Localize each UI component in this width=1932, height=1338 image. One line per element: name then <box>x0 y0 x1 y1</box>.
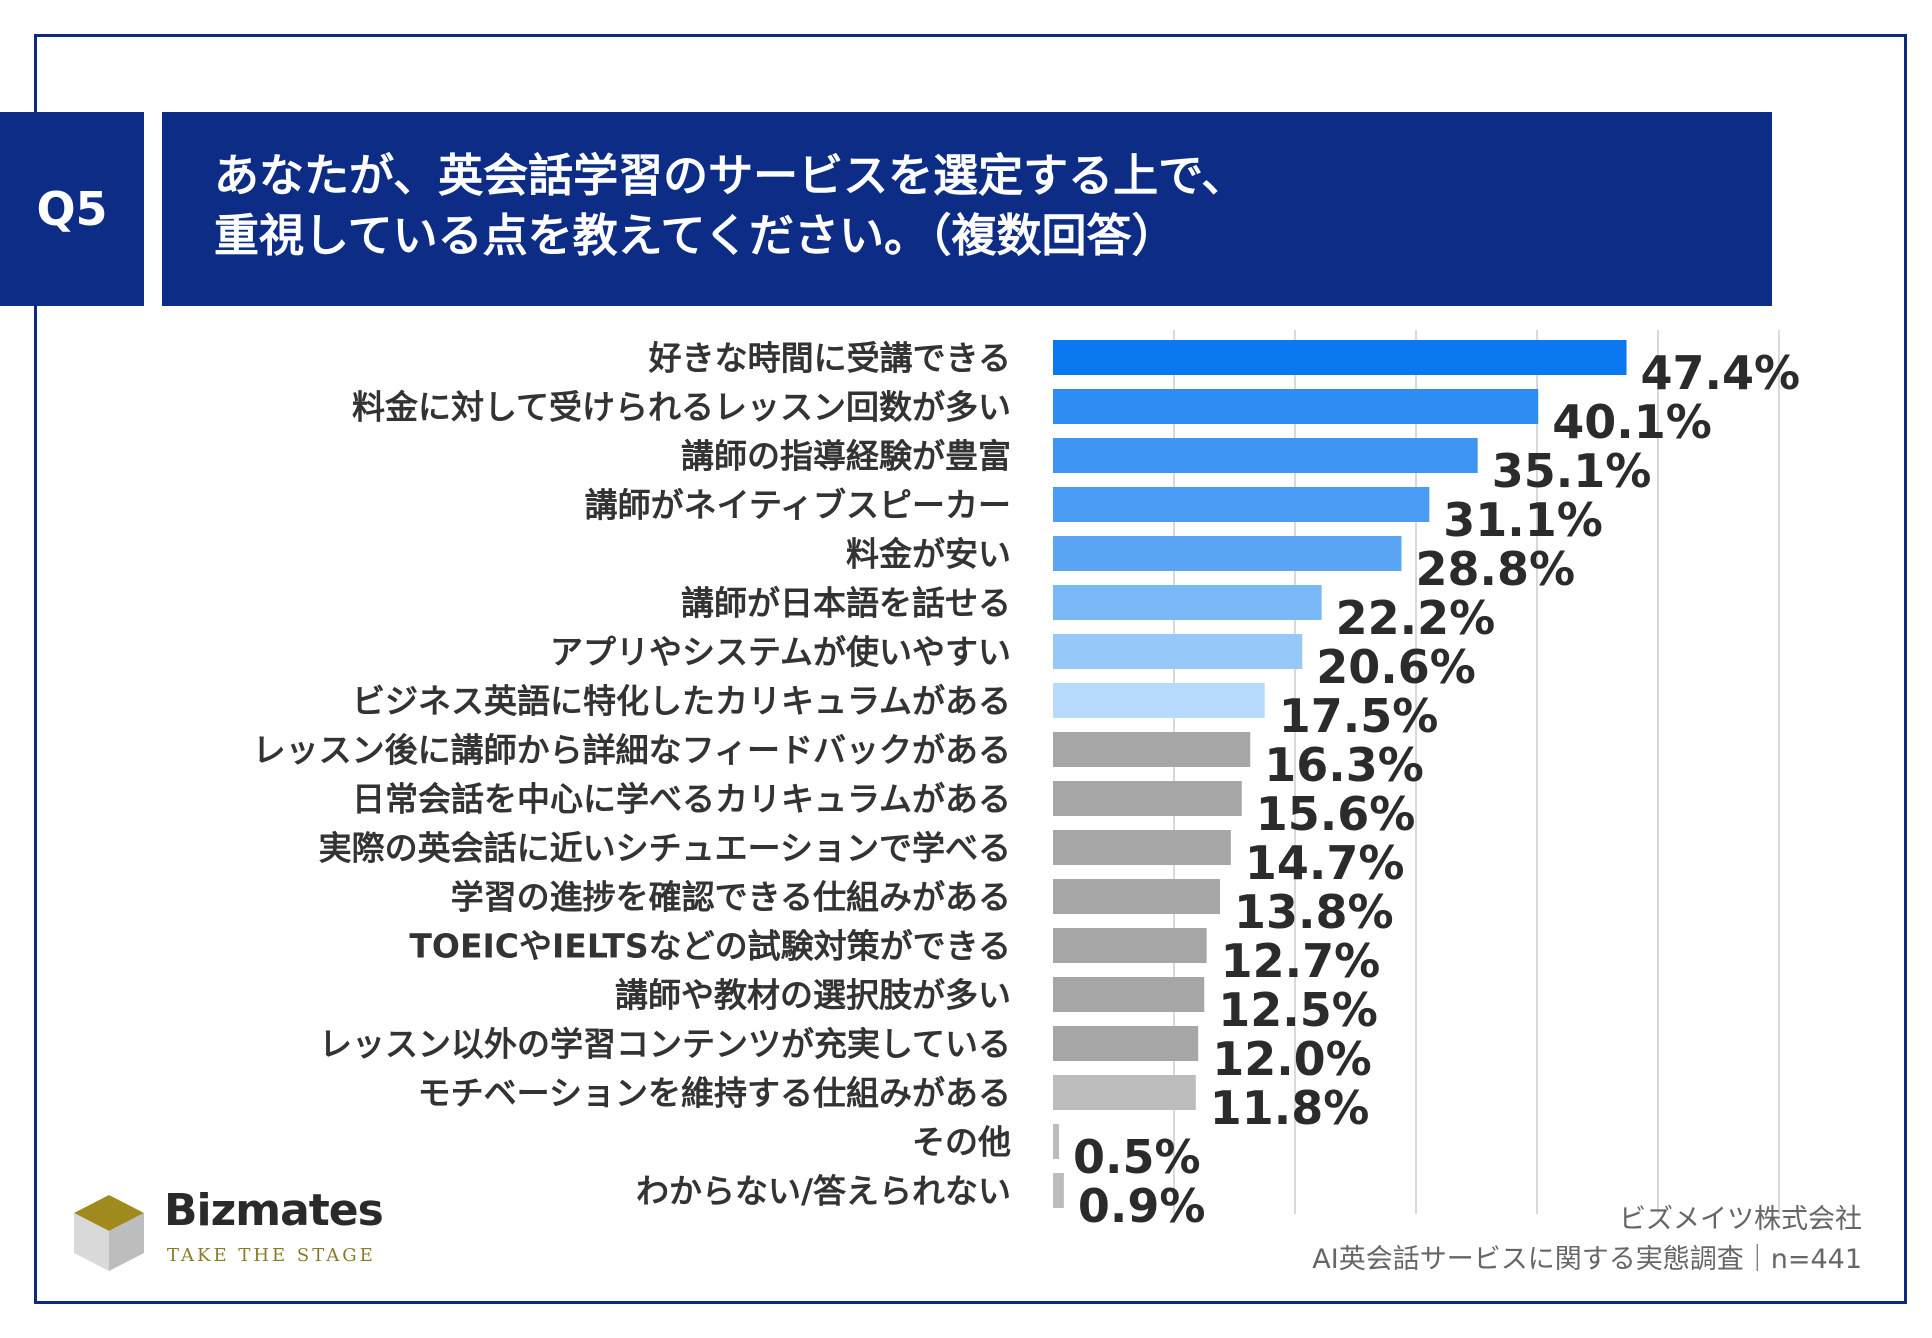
value-label: 14.7% <box>1245 836 1405 890</box>
logo-cube-icon <box>74 1195 144 1271</box>
bar <box>1053 1026 1199 1061</box>
bar <box>1053 977 1205 1012</box>
title-line-1: あなたが、英会話学習のサービスを選定する上で、 <box>214 149 1247 202</box>
source-company: ビズメイツ株式会社 <box>1619 1204 1862 1235</box>
bar <box>1053 830 1231 865</box>
bar <box>1053 1075 1196 1110</box>
value-label: 0.9% <box>1078 1179 1206 1233</box>
value-label: 0.5% <box>1073 1130 1201 1184</box>
bar <box>1053 536 1402 571</box>
value-label: 13.8% <box>1234 885 1394 939</box>
value-label: 40.1% <box>1552 395 1712 449</box>
category-label: 日常会話を中心に学べるカリキュラムがある <box>352 780 1011 819</box>
value-label: 31.1% <box>1443 493 1603 547</box>
category-label: ビジネス英語に特化したカリキュラムがある <box>352 682 1011 721</box>
value-label: 11.8% <box>1210 1081 1370 1135</box>
question-title: あなたが、英会話学習のサービスを選定する上で、 重視している点を教えてください。… <box>162 112 1772 306</box>
value-label: 20.6% <box>1316 640 1476 694</box>
value-label: 47.4% <box>1641 346 1801 400</box>
bar <box>1053 438 1478 473</box>
chart-frame <box>34 34 1907 1304</box>
category-label: その他 <box>912 1123 1011 1162</box>
category-label: 好きな時間に受講できる <box>648 339 1011 378</box>
source-note: ビズメイツ株式会社 AI英会話サービスに関する実態調査｜n=441 <box>1312 1200 1862 1280</box>
value-label: 15.6% <box>1256 787 1416 841</box>
category-label: 料金が安い <box>846 535 1011 574</box>
value-label: 35.1% <box>1492 444 1652 498</box>
category-label: アプリやシステムが使いやすい <box>550 633 1011 672</box>
bar <box>1053 1173 1064 1208</box>
bar <box>1053 389 1539 424</box>
bar <box>1053 928 1207 963</box>
value-label: 16.3% <box>1264 738 1424 792</box>
bizmates-logo: Bizmates TAKE THE STAGE <box>72 1185 402 1280</box>
value-label: 12.0% <box>1212 1032 1372 1086</box>
bar <box>1053 487 1430 522</box>
category-label: レッスン後に講師から詳細なフィードバックがある <box>253 731 1011 770</box>
logo-tagline: TAKE THE STAGE <box>167 1245 376 1266</box>
category-label: TOEICやIELTSなどの試験対策ができる <box>409 927 1011 966</box>
logo-name: Bizmates <box>164 1185 384 1236</box>
category-label: 講師や教材の選択肢が多い <box>615 976 1011 1015</box>
category-label: レッスン以外の学習コンテンツが充実している <box>319 1025 1011 1064</box>
category-label: 学習の進捗を確認できる仕組みがある <box>451 878 1011 917</box>
bar <box>1053 879 1220 914</box>
bar <box>1053 683 1265 718</box>
category-label: 講師がネイティブスピーカー <box>585 486 1011 525</box>
bar <box>1053 781 1242 816</box>
category-label: 講師が日本語を話せる <box>681 584 1011 623</box>
title-line-2: 重視している点を教えてください。（複数回答） <box>214 209 1177 262</box>
category-label: 実際の英会話に近いシチュエーションで学べる <box>319 829 1011 868</box>
bar <box>1053 585 1322 620</box>
category-label: 料金に対して受けられるレッスン回数が多い <box>352 388 1011 427</box>
value-label: 12.7% <box>1221 934 1381 988</box>
bar <box>1053 1124 1060 1159</box>
bar <box>1053 732 1251 767</box>
category-label: モチベーションを維持する仕組みがある <box>418 1074 1011 1113</box>
value-label: 12.5% <box>1218 983 1378 1037</box>
bar <box>1053 634 1303 669</box>
value-label: 17.5% <box>1279 689 1439 743</box>
value-label: 22.2% <box>1336 591 1496 645</box>
bar <box>1053 340 1627 375</box>
category-label: 講師の指導経験が豊富 <box>681 437 1011 476</box>
value-label: 28.8% <box>1415 542 1575 596</box>
question-badge: Q5 <box>0 112 144 306</box>
category-label: わからない/答えられない <box>636 1172 1011 1211</box>
source-survey: AI英会話サービスに関する実態調査｜n=441 <box>1312 1244 1862 1275</box>
